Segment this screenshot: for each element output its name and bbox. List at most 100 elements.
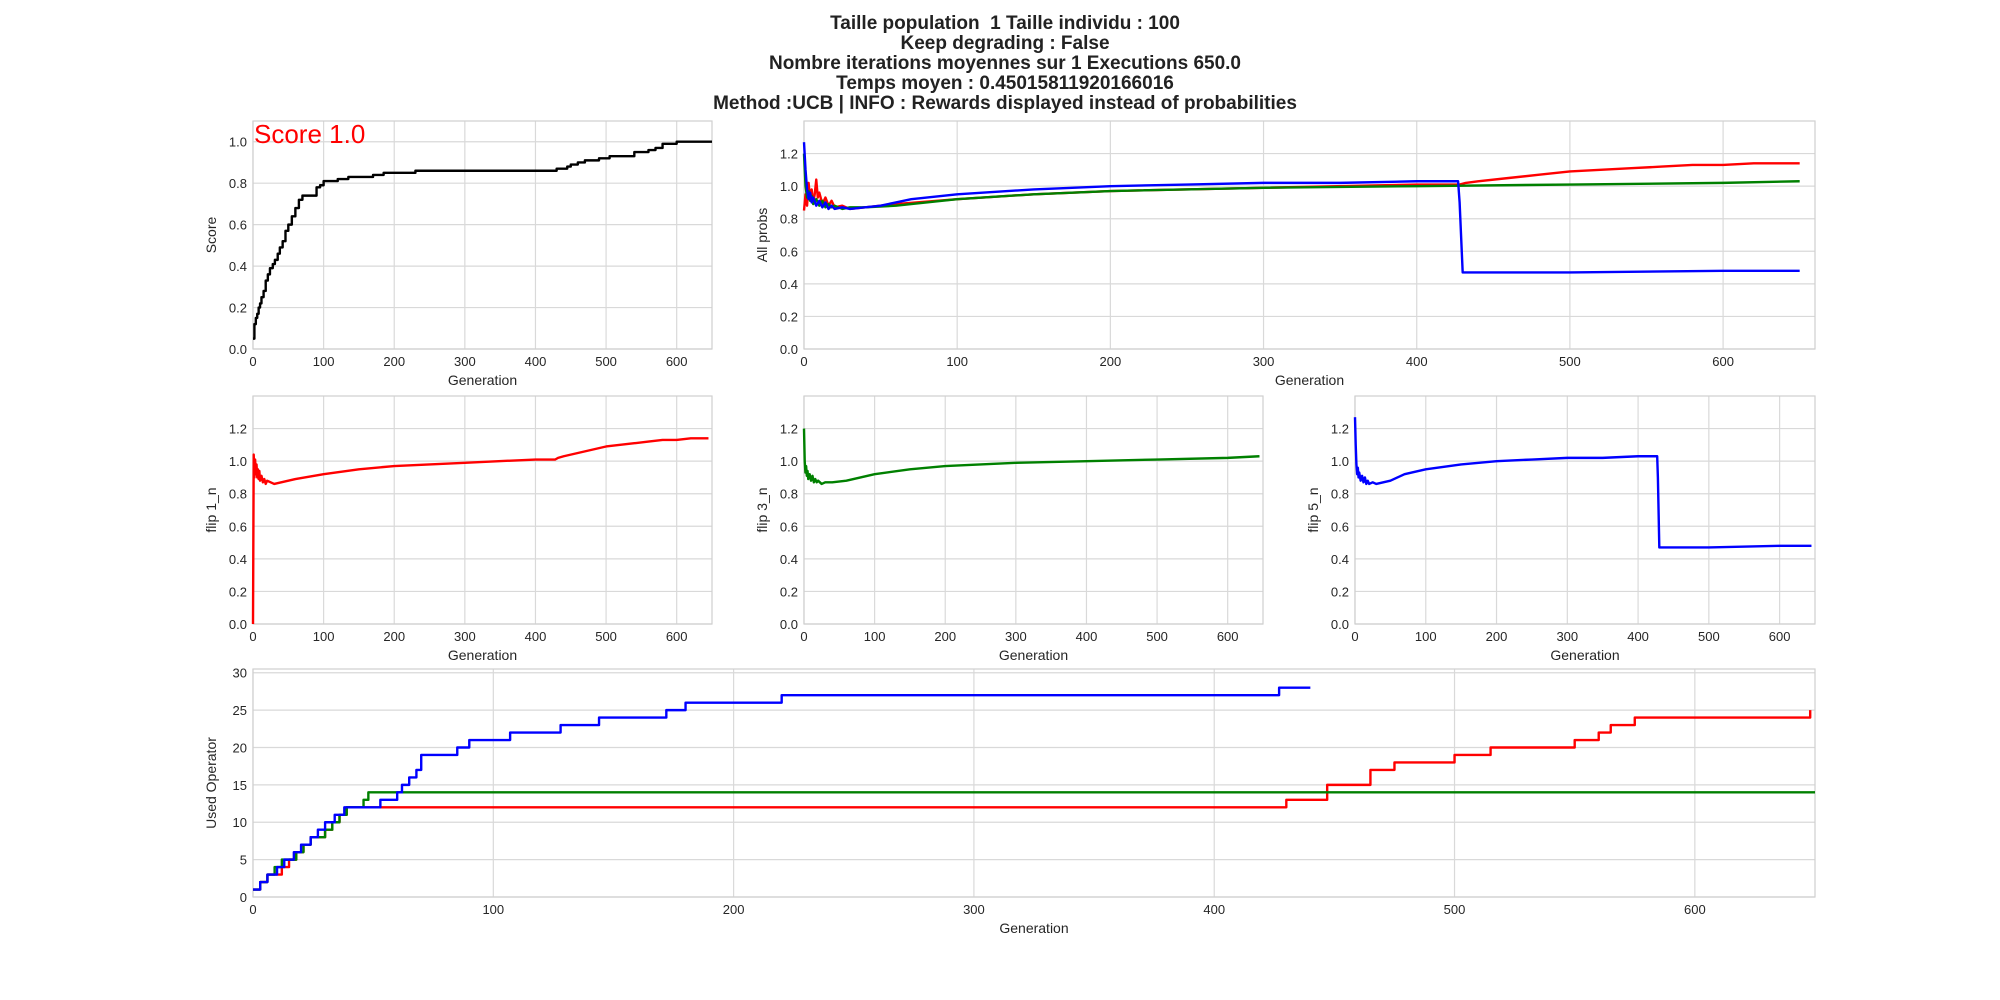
x-tick-label: 500 [1146, 629, 1168, 644]
y-tick-label: 5 [240, 853, 247, 868]
x-tick-label: 500 [595, 354, 617, 369]
y-tick-label: 0.6 [780, 519, 798, 534]
x-tick-label: 600 [1712, 354, 1734, 369]
figure-title: Taille population 1 Taille individu : 10… [0, 14, 2000, 114]
y-tick-label: 0.8 [780, 212, 798, 227]
plot-area [804, 396, 1263, 624]
y-tick-label: 10 [233, 815, 247, 830]
x-tick-label: 0 [800, 354, 807, 369]
series-line-1 [802, 428, 1260, 486]
y-tick-label: 0 [240, 890, 247, 905]
x-tick-label: 200 [934, 629, 956, 644]
title-line-population: Taille population 1 Taille individu : 10… [830, 13, 1180, 34]
x-tick-label: 300 [1005, 629, 1027, 644]
x-tick-label: 600 [666, 629, 688, 644]
title-line-mean-time: Temps moyen : 0.45015811920166016 [836, 73, 1174, 94]
y-tick-label: 0.0 [229, 342, 247, 357]
y-tick-label: 25 [233, 703, 247, 718]
y-tick-label: 0.6 [780, 244, 798, 259]
score-annotation: Score 1.0 [254, 119, 365, 149]
y-tick-label: 0.2 [780, 309, 798, 324]
plot-frame [803, 120, 1816, 350]
y-tick-label: 0.4 [229, 552, 247, 567]
x-axis-label: Generation [448, 372, 517, 388]
x-tick-label: 600 [666, 354, 688, 369]
plot-area [253, 396, 712, 624]
x-tick-label: 100 [864, 629, 886, 644]
y-tick-label: 1.0 [1331, 454, 1349, 469]
y-tick-label: 30 [233, 666, 247, 681]
y-tick-label: 0.2 [780, 584, 798, 599]
y-tick-label: 1.0 [780, 179, 798, 194]
y-tick-label: 1.2 [780, 422, 798, 437]
x-tick-label: 400 [1203, 902, 1225, 917]
y-tick-label: 0.2 [229, 301, 247, 316]
x-tick-label: 300 [454, 629, 476, 644]
y-axis-label: flip 5_n [1305, 487, 1321, 532]
y-axis-label: All probs [754, 208, 770, 262]
y-tick-label: 0.4 [780, 552, 798, 567]
plot-frame [1354, 395, 1816, 625]
x-tick-label: 500 [595, 629, 617, 644]
y-tick-label: 1.0 [229, 454, 247, 469]
y-axis-label: flip 3_n [754, 487, 770, 532]
chart-flip-5: 0 100 200 300 400 500 600 0.0 0.2 0.4 0.6 0.8 1.0 1.2… [1305, 395, 1816, 663]
x-tick-label: 0 [249, 629, 256, 644]
x-tick-label: 400 [525, 629, 547, 644]
y-tick-label: 0.4 [229, 259, 247, 274]
y-axis-label: flip 1_n [203, 487, 219, 532]
y-tick-label: 15 [233, 778, 247, 793]
y-tick-label: 0.4 [780, 277, 798, 292]
y-axis-label: Used Operator [203, 737, 219, 829]
y-tick-label: 0.8 [229, 487, 247, 502]
x-tick-label: 200 [723, 902, 745, 917]
y-tick-label: 0.4 [1331, 552, 1349, 567]
title-line-method: Method :UCB | INFO : Rewards displayed i… [713, 93, 1297, 114]
chart-flip-3: 0 100 200 300 400 500 600 0.0 0.2 0.4 0.6 0.8 1.0 1.2… [754, 395, 1264, 663]
x-tick-label: 200 [1486, 629, 1508, 644]
y-tick-label: 0.8 [229, 176, 247, 191]
series-line-1 [251, 437, 709, 625]
x-tick-label: 400 [525, 354, 547, 369]
chart-score: 0 100 200 300 400 500 600 0.0 0.2 0.4 0.6 0.8 1.0 Gen… [203, 119, 713, 388]
y-tick-label: 0.2 [229, 584, 247, 599]
x-tick-label: 400 [1076, 629, 1098, 644]
plot-area [1355, 396, 1815, 624]
x-tick-label: 100 [313, 629, 335, 644]
x-tick-label: 300 [1253, 354, 1275, 369]
y-tick-label: 0.2 [1331, 584, 1349, 599]
x-tick-label: 500 [1698, 629, 1720, 644]
y-tick-label: 0.0 [780, 342, 798, 357]
title-line-keep-degrading: Keep degrading : False [900, 33, 1110, 54]
plot-frame [252, 120, 713, 350]
x-tick-label: 200 [1100, 354, 1122, 369]
x-tick-label: 300 [454, 354, 476, 369]
x-tick-label: 400 [1627, 629, 1649, 644]
x-tick-label: 500 [1444, 902, 1466, 917]
series-line-3 [253, 686, 1311, 891]
x-tick-label: 0 [249, 902, 256, 917]
x-axis-label: Generation [999, 920, 1068, 936]
y-tick-label: 0.8 [780, 487, 798, 502]
x-tick-label: 400 [1406, 354, 1428, 369]
x-tick-label: 0 [1351, 629, 1358, 644]
series-line-1 [1353, 417, 1812, 549]
x-tick-label: 300 [963, 902, 985, 917]
x-axis-label: Generation [999, 647, 1068, 663]
x-tick-label: 500 [1559, 354, 1581, 369]
y-tick-label: 1.2 [780, 147, 798, 162]
y-tick-label: 0.6 [1331, 519, 1349, 534]
x-tick-label: 600 [1217, 629, 1239, 644]
x-tick-label: 600 [1684, 902, 1706, 917]
plot-frame [803, 395, 1264, 625]
series-line-1 [253, 140, 712, 340]
plot-frame [252, 668, 1816, 898]
x-tick-label: 0 [800, 629, 807, 644]
plot-area [253, 669, 1815, 897]
x-tick-label: 0 [249, 354, 256, 369]
x-tick-label: 200 [383, 354, 405, 369]
x-tick-label: 100 [946, 354, 968, 369]
x-axis-label: Generation [448, 647, 517, 663]
plot-area [253, 121, 712, 349]
x-tick-label: 600 [1769, 629, 1791, 644]
